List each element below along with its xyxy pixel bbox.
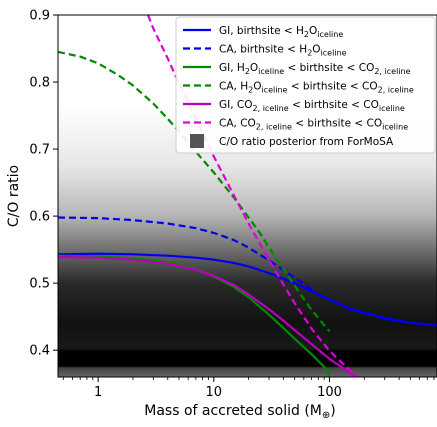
y-tick-label: 0.4 bbox=[29, 344, 50, 359]
x-tick-label: 100 bbox=[317, 385, 342, 400]
legend-box bbox=[175, 16, 436, 154]
legend-label-4: CA, H2Oiceline < birthsite < CO2, icelin… bbox=[219, 81, 414, 95]
y-tick-label: 0.9 bbox=[29, 9, 50, 24]
legend-label-part: iceline bbox=[382, 123, 408, 132]
legend-label-part: 2 bbox=[307, 49, 312, 58]
x-tick-label: 1 bbox=[94, 385, 102, 400]
x-tick-label: 10 bbox=[206, 385, 223, 400]
legend-label-part: < birthsite < CO bbox=[289, 99, 379, 111]
legend-label-5: GI, CO2, iceline < birthsite < COiceline bbox=[219, 99, 405, 113]
series-layer bbox=[58, 15, 437, 377]
legend-label-part: CA, birthsite < H bbox=[219, 44, 307, 56]
x-axis-label-close: ) bbox=[330, 403, 335, 419]
legend-label-3: GI, H2Oiceline < birthsite < CO2, icelin… bbox=[219, 62, 411, 76]
y-tick-label: 0.5 bbox=[29, 277, 50, 292]
x-axis: 1 10 100 bbox=[62, 377, 435, 400]
legend-label-part: GI, birthsite < H bbox=[219, 25, 304, 37]
legend-label-part: iceline bbox=[379, 104, 405, 113]
legend-label-part: < birthsite < CO bbox=[287, 81, 377, 93]
legend-swatch-posterior bbox=[190, 134, 204, 148]
legend-label-part: iceline bbox=[317, 30, 343, 39]
series-line-5 bbox=[58, 255, 357, 377]
legend-label-part: 2, iceline bbox=[256, 123, 292, 132]
x-axis-label-text: Mass of accreted solid (M bbox=[144, 403, 322, 419]
legend-label-1: GI, birthsite < H2Oiceline bbox=[219, 25, 343, 39]
legend-label-part: C/O ratio posterior from ForMoSA bbox=[219, 136, 394, 148]
legend-label-part: 2, iceline bbox=[374, 67, 410, 76]
series-line-3 bbox=[58, 254, 331, 377]
series-line-1 bbox=[58, 252, 437, 327]
y-axis: 0.4 0.5 0.6 0.7 0.8 0.9 bbox=[29, 9, 58, 359]
legend-label-6: CA, CO2, iceline < birthsite < COiceline bbox=[219, 118, 408, 132]
x-axis-label-unit: ⊕ bbox=[322, 410, 330, 421]
legend-label-part: 2 bbox=[248, 86, 253, 95]
legend-label-part: 2 bbox=[304, 30, 309, 39]
series-line-6 bbox=[146, 15, 360, 377]
legend-label-part: O bbox=[309, 25, 317, 37]
legend-label-part: CA, CO bbox=[219, 118, 256, 130]
legend-label-part: O bbox=[253, 81, 261, 93]
legend-label-part: iceline bbox=[258, 67, 284, 76]
legend-label-part: GI, CO bbox=[219, 99, 253, 111]
legend-label-part: CA, H bbox=[219, 81, 248, 93]
legend-label-part: < birthsite < CO bbox=[292, 118, 382, 130]
legend-label-7: C/O ratio posterior from ForMoSA bbox=[219, 136, 394, 148]
y-tick-label: 0.8 bbox=[29, 76, 50, 91]
legend-label-part: 2 bbox=[245, 67, 250, 76]
series-line-4 bbox=[58, 50, 331, 333]
y-axis-label: C/O ratio bbox=[6, 165, 22, 227]
legend-label-part: O bbox=[250, 62, 258, 74]
y-tick-label: 0.6 bbox=[29, 210, 50, 225]
legend-label-part: O bbox=[312, 44, 320, 56]
legend-label-part: 2, iceline bbox=[253, 104, 289, 113]
legend-label-part: 2, iceline bbox=[378, 86, 414, 95]
x-axis-label: Mass of accreted solid (M⊕) bbox=[144, 403, 336, 421]
y-tick-label: 0.7 bbox=[29, 143, 50, 158]
legend-label-2: CA, birthsite < H2Oiceline bbox=[219, 44, 347, 58]
legend-label-part: < birthsite < CO bbox=[284, 62, 374, 74]
plot-frame bbox=[57, 14, 437, 378]
legend-label-part: GI, H bbox=[219, 62, 245, 74]
legend-label-part: iceline bbox=[321, 49, 347, 58]
legend-label-part: iceline bbox=[261, 86, 287, 95]
